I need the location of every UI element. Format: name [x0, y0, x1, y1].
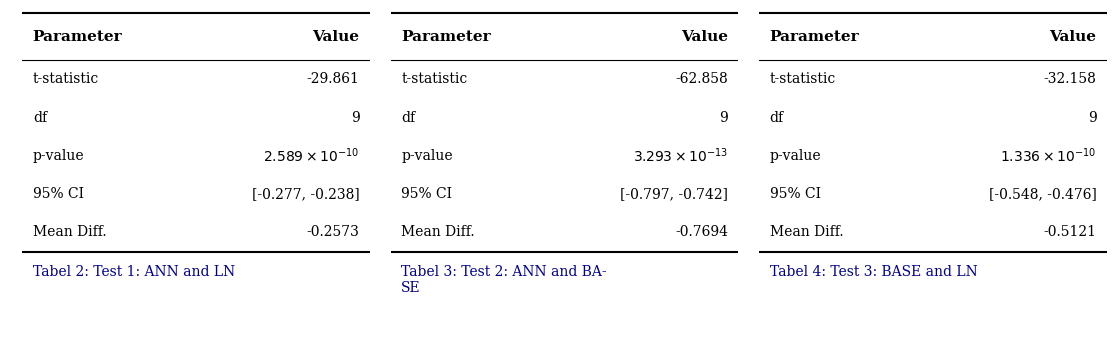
Text: 9: 9: [351, 110, 360, 124]
Text: t-statistic: t-statistic: [32, 72, 100, 86]
Text: [-0.277, -0.238]: [-0.277, -0.238]: [252, 187, 360, 201]
Text: t-statistic: t-statistic: [769, 72, 836, 86]
Text: -0.5121: -0.5121: [1043, 225, 1097, 239]
Text: $1.336\times 10^{-10}$: $1.336\times 10^{-10}$: [999, 147, 1097, 165]
Text: $2.589\times 10^{-10}$: $2.589\times 10^{-10}$: [263, 147, 360, 165]
Text: 9: 9: [1088, 110, 1097, 124]
Text: -29.861: -29.861: [306, 72, 360, 86]
Text: 9: 9: [719, 110, 728, 124]
Text: Mean Diff.: Mean Diff.: [401, 225, 475, 239]
Text: -32.158: -32.158: [1043, 72, 1097, 86]
Text: Tabel 2: Test 1: ANN and LN: Tabel 2: Test 1: ANN and LN: [32, 265, 235, 279]
Text: -62.858: -62.858: [675, 72, 728, 86]
Text: p-value: p-value: [401, 149, 453, 163]
Text: Value: Value: [681, 30, 728, 44]
Text: Tabel 3: Test 2: ANN and BA-
SE: Tabel 3: Test 2: ANN and BA- SE: [401, 265, 607, 295]
Text: Parameter: Parameter: [401, 30, 491, 44]
Text: p-value: p-value: [769, 149, 822, 163]
Text: Value: Value: [313, 30, 360, 44]
Text: Value: Value: [1050, 30, 1097, 44]
Text: df: df: [32, 110, 47, 124]
Text: Mean Diff.: Mean Diff.: [769, 225, 843, 239]
Text: t-statistic: t-statistic: [401, 72, 467, 86]
Text: Mean Diff.: Mean Diff.: [32, 225, 106, 239]
Text: [-0.797, -0.742]: [-0.797, -0.742]: [620, 187, 728, 201]
Text: -0.7694: -0.7694: [675, 225, 728, 239]
Text: [-0.548, -0.476]: [-0.548, -0.476]: [988, 187, 1097, 201]
Text: p-value: p-value: [32, 149, 85, 163]
Text: 95% CI: 95% CI: [769, 187, 821, 201]
Text: Parameter: Parameter: [32, 30, 122, 44]
Text: Tabel 4: Test 3: BASE and LN: Tabel 4: Test 3: BASE and LN: [769, 265, 977, 279]
Text: 95% CI: 95% CI: [401, 187, 452, 201]
Text: -0.2573: -0.2573: [306, 225, 360, 239]
Text: $3.293\times 10^{-13}$: $3.293\times 10^{-13}$: [633, 147, 728, 165]
Text: df: df: [769, 110, 784, 124]
Text: 95% CI: 95% CI: [32, 187, 84, 201]
Text: df: df: [401, 110, 416, 124]
Text: Parameter: Parameter: [769, 30, 860, 44]
